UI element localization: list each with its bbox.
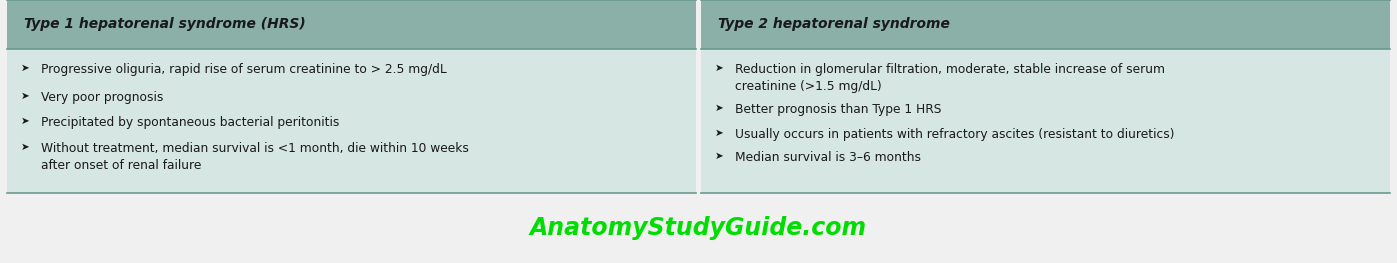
Text: ➤: ➤	[715, 128, 724, 138]
Text: Usually occurs in patients with refractory ascites (resistant to diuretics): Usually occurs in patients with refracto…	[735, 128, 1175, 140]
Text: AnatomyStudyGuide.com: AnatomyStudyGuide.com	[529, 216, 868, 240]
Text: Reduction in glomerular filtration, moderate, stable increase of serum
creatinin: Reduction in glomerular filtration, mode…	[735, 63, 1165, 93]
Text: Very poor prognosis: Very poor prognosis	[41, 91, 163, 104]
Text: ➤: ➤	[715, 63, 724, 73]
Text: Without treatment, median survival is <1 month, die within 10 weeks
after onset : Without treatment, median survival is <1…	[41, 142, 468, 171]
Text: ➤: ➤	[21, 63, 29, 73]
Text: Type 1 hepatorenal syndrome (HRS): Type 1 hepatorenal syndrome (HRS)	[24, 17, 306, 31]
Text: Precipitated by spontaneous bacterial peritonitis: Precipitated by spontaneous bacterial pe…	[41, 116, 339, 129]
Bar	[7, 49, 696, 193]
Text: ➤: ➤	[21, 142, 29, 152]
Text: Progressive oliguria, rapid rise of serum creatinine to > 2.5 mg/dL: Progressive oliguria, rapid rise of seru…	[41, 63, 446, 76]
Bar	[701, 0, 1390, 49]
Bar	[7, 0, 696, 49]
Text: ➤: ➤	[21, 116, 29, 126]
Text: Better prognosis than Type 1 HRS: Better prognosis than Type 1 HRS	[735, 103, 942, 115]
Text: Median survival is 3–6 months: Median survival is 3–6 months	[735, 151, 921, 164]
Bar	[701, 49, 1390, 193]
Text: Type 2 hepatorenal syndrome: Type 2 hepatorenal syndrome	[718, 17, 950, 31]
Text: ➤: ➤	[21, 91, 29, 101]
Text: ➤: ➤	[715, 151, 724, 161]
Text: ➤: ➤	[715, 103, 724, 113]
